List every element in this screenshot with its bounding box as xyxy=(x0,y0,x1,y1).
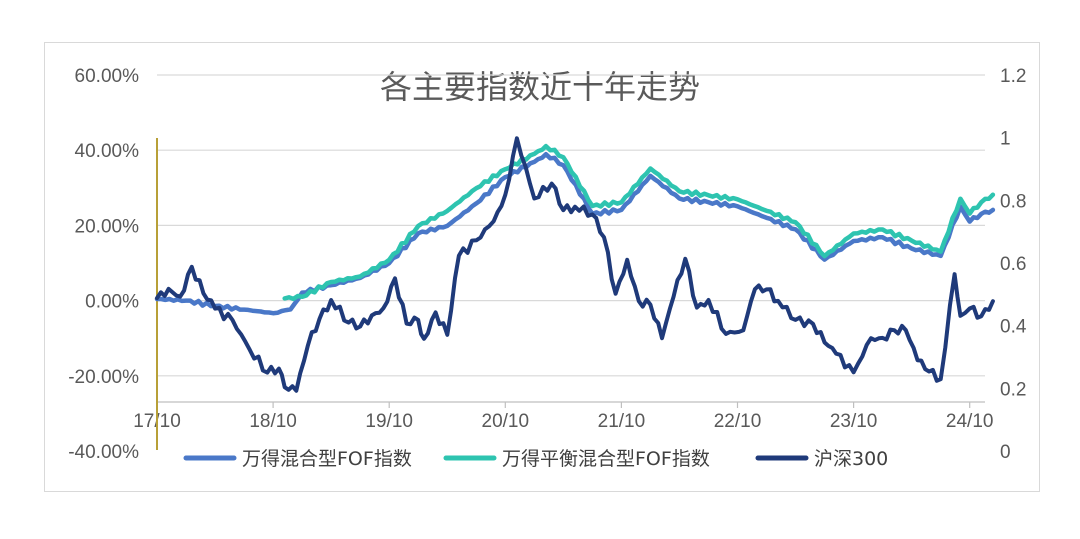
x-tick-label: 18/10 xyxy=(249,411,297,432)
x-tick-label: 23/10 xyxy=(830,411,878,432)
y-left-tick-label: -40.00% xyxy=(68,442,139,463)
series-line-fof-balanced xyxy=(282,143,996,302)
y-left-tick-label: 40.00% xyxy=(75,141,140,162)
x-tick-label: 21/10 xyxy=(598,411,646,432)
legend-label: 万得混合型FOF指数 xyxy=(242,448,412,470)
legend-label: 万得平衡混合型FOF指数 xyxy=(502,448,710,470)
y-right-tick-label: 1.2 xyxy=(1000,66,1026,87)
chart-frame xyxy=(44,42,1040,492)
x-tick-label: 24/10 xyxy=(946,411,994,432)
chart-title: 各主要指数近十年走势 xyxy=(379,68,700,106)
y-right-tick-label: 0 xyxy=(1000,442,1011,463)
series-line-hs300 xyxy=(155,136,995,393)
y-right-tick-label: 1 xyxy=(1000,129,1011,150)
x-tick-label: 19/10 xyxy=(365,411,413,432)
y-right-tick-label: 0.6 xyxy=(1000,254,1026,275)
series-line-fof-mixed xyxy=(154,151,996,316)
x-tick-label: 22/10 xyxy=(714,411,762,432)
y-left-tick-label: -20.00% xyxy=(68,367,139,388)
legend-label: 沪深300 xyxy=(814,448,888,470)
y-left-tick-label: 20.00% xyxy=(75,216,140,237)
y-left-tick-label: 0.00% xyxy=(85,292,139,313)
x-tick-label: 20/10 xyxy=(482,411,530,432)
y-right-tick-label: 0.8 xyxy=(1000,191,1026,212)
y-right-tick-label: 0.4 xyxy=(1000,317,1027,338)
y-left-tick-label: 60.00% xyxy=(75,66,140,87)
y-right-tick-label: 0.2 xyxy=(1000,379,1026,400)
